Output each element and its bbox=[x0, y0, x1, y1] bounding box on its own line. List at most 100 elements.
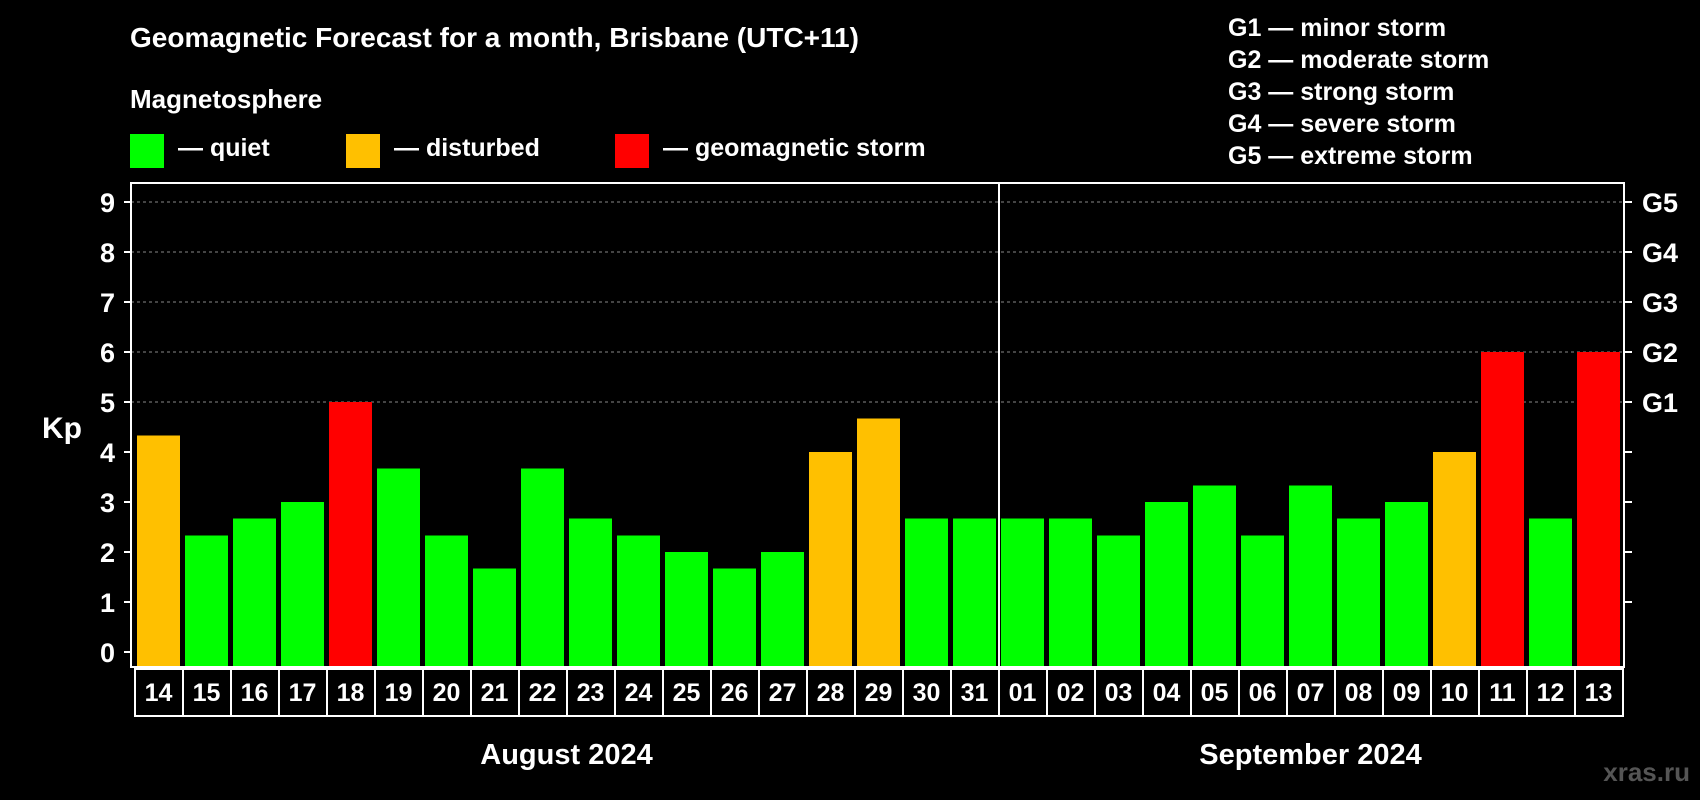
legend-label-storm: — geomagnetic storm bbox=[663, 134, 926, 162]
bar-25 bbox=[1337, 518, 1380, 667]
x-tick-label-25: 08 bbox=[1345, 679, 1373, 707]
bar-24 bbox=[1289, 485, 1332, 667]
bar-9 bbox=[569, 518, 612, 667]
legend-swatch-quiet bbox=[130, 134, 164, 168]
right-axis-ticks: G1 G2 G3 G4 G5 bbox=[1624, 188, 1678, 603]
y-tick-label-5: 5 bbox=[100, 388, 115, 418]
x-tick-label-24: 07 bbox=[1297, 679, 1325, 707]
x-tick-label-23: 06 bbox=[1249, 679, 1277, 707]
bar-3 bbox=[281, 502, 324, 667]
x-tick-label-6: 20 bbox=[433, 679, 461, 707]
x-tick-label-19: 02 bbox=[1057, 679, 1085, 707]
bar-26 bbox=[1385, 502, 1428, 667]
bar-6 bbox=[425, 535, 468, 667]
x-axis-labels: 14 15 16 17 18 19 20 21 22 23 24 25 26 27 28 29 30 31 01 02… bbox=[134, 668, 1624, 717]
y-tick-label-1: 1 bbox=[100, 588, 115, 618]
right-tick-label-g4: G4 bbox=[1642, 238, 1678, 268]
storm-scale-g5: G5 — extreme storm bbox=[1228, 142, 1473, 170]
right-tick-label-g3: G3 bbox=[1642, 288, 1678, 318]
bar-1 bbox=[185, 535, 228, 667]
bar-16 bbox=[905, 518, 948, 667]
plot-frame bbox=[130, 182, 1625, 668]
x-tick-label-12: 26 bbox=[721, 679, 749, 707]
month-label-1: September 2024 bbox=[1199, 739, 1421, 771]
bar-22 bbox=[1193, 485, 1236, 667]
legend-label-disturbed: — disturbed bbox=[394, 134, 540, 162]
x-tick-label-30: 13 bbox=[1585, 679, 1613, 707]
bar-27 bbox=[1433, 452, 1476, 667]
bar-30 bbox=[1577, 352, 1620, 667]
y-tick-label-3: 3 bbox=[100, 488, 115, 518]
x-tick-label-27: 10 bbox=[1441, 679, 1469, 707]
bar-28 bbox=[1481, 352, 1524, 667]
bar-4 bbox=[329, 402, 372, 667]
bar-21 bbox=[1145, 502, 1188, 667]
right-tick-label-g5: G5 bbox=[1642, 188, 1678, 218]
storm-scale-g1: G1 — minor storm bbox=[1228, 14, 1447, 42]
x-tick-label-28: 11 bbox=[1489, 679, 1516, 707]
x-tick-label-4: 18 bbox=[337, 679, 365, 707]
bar-18 bbox=[1001, 518, 1044, 667]
x-tick-label-22: 05 bbox=[1201, 679, 1229, 707]
y-tick-label-0: 0 bbox=[100, 638, 115, 668]
y-axis-ticks: 0 1 2 3 4 5 6 7 8 9 bbox=[100, 188, 131, 668]
bar-15 bbox=[857, 418, 900, 667]
storm-scale-g3: G3 — strong storm bbox=[1228, 78, 1455, 106]
bar-20 bbox=[1097, 535, 1140, 667]
x-tick-label-29: 12 bbox=[1537, 679, 1565, 707]
bar-23 bbox=[1241, 535, 1284, 667]
bar-12 bbox=[713, 568, 756, 667]
x-tick-label-26: 09 bbox=[1393, 679, 1421, 707]
bar-19 bbox=[1049, 518, 1092, 667]
x-tick-label-13: 27 bbox=[769, 679, 797, 707]
bar-11 bbox=[665, 552, 708, 667]
bar-5 bbox=[377, 468, 420, 667]
x-tick-label-17: 31 bbox=[961, 679, 989, 707]
gridlines bbox=[131, 201, 1624, 403]
x-tick-label-7: 21 bbox=[481, 679, 509, 707]
x-tick-label-14: 28 bbox=[817, 679, 845, 707]
x-tick-label-5: 19 bbox=[385, 679, 413, 707]
y-tick-label-7: 7 bbox=[100, 288, 115, 318]
bars bbox=[137, 352, 1620, 667]
month-label-0: August 2024 bbox=[480, 739, 652, 771]
x-tick-label-21: 04 bbox=[1153, 679, 1181, 707]
x-tick-label-3: 17 bbox=[289, 679, 317, 707]
month-labels: August 2024 September 2024 bbox=[480, 739, 1421, 771]
bar-7 bbox=[473, 568, 516, 667]
x-tick-label-11: 25 bbox=[673, 679, 701, 707]
chart-title: Geomagnetic Forecast for a month, Brisba… bbox=[130, 22, 859, 53]
x-tick-label-15: 29 bbox=[865, 679, 893, 707]
bar-14 bbox=[809, 452, 852, 667]
bar-29 bbox=[1529, 518, 1572, 667]
storm-scale-g4: G4 — severe storm bbox=[1228, 110, 1456, 138]
legend-heading: Magnetosphere bbox=[130, 84, 323, 114]
bar-17 bbox=[953, 518, 996, 667]
x-tick-label-2: 16 bbox=[241, 679, 269, 707]
bar-2 bbox=[233, 518, 276, 667]
x-tick-label-20: 03 bbox=[1105, 679, 1133, 707]
x-tick-label-16: 30 bbox=[913, 679, 941, 707]
x-tick-label-10: 24 bbox=[625, 679, 653, 707]
y-axis-label: Kp bbox=[42, 412, 82, 445]
y-tick-label-6: 6 bbox=[100, 338, 115, 368]
bar-10 bbox=[617, 535, 660, 667]
right-tick-label-g1: G1 bbox=[1642, 388, 1678, 418]
x-label-frame bbox=[134, 668, 1624, 717]
bar-8 bbox=[521, 468, 564, 667]
storm-scale-g2: G2 — moderate storm bbox=[1228, 46, 1490, 74]
x-tick-label-0: 14 bbox=[145, 679, 173, 707]
legend-swatch-storm bbox=[615, 134, 649, 168]
x-tick-label-18: 01 bbox=[1009, 679, 1037, 707]
x-tick-label-8: 22 bbox=[529, 679, 557, 707]
watermark: xras.ru bbox=[1603, 757, 1690, 787]
y-tick-label-2: 2 bbox=[100, 538, 115, 568]
legend-label-quiet: — quiet bbox=[178, 134, 270, 162]
y-tick-label-8: 8 bbox=[100, 238, 115, 268]
x-tick-label-1: 15 bbox=[193, 679, 221, 707]
legend-swatch-disturbed bbox=[346, 134, 380, 168]
right-tick-label-g2: G2 bbox=[1642, 338, 1678, 368]
y-tick-label-9: 9 bbox=[100, 188, 115, 218]
bar-0 bbox=[137, 435, 180, 667]
